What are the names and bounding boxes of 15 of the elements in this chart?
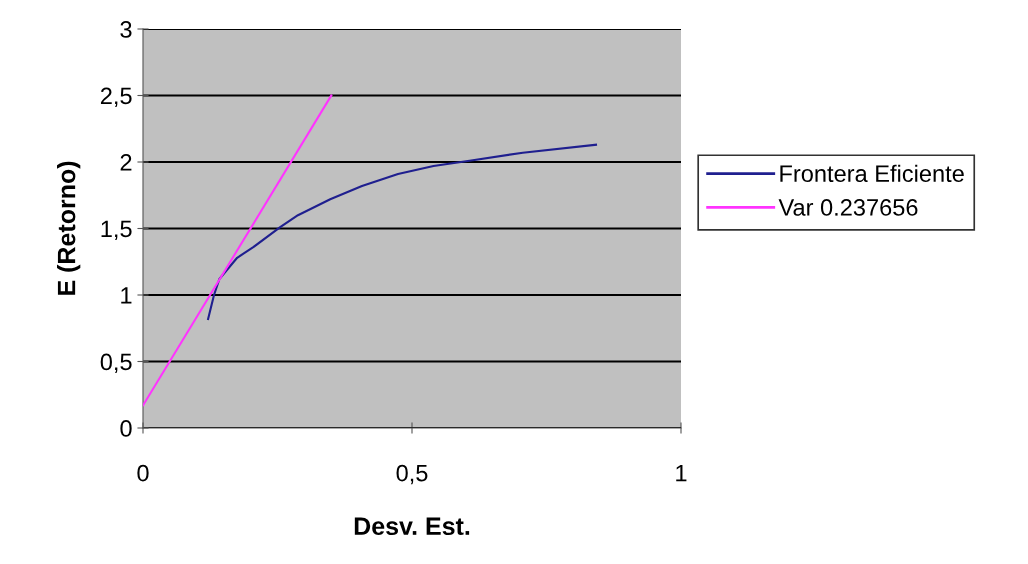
y-axis-title: E (Retorno) (57, 161, 81, 295)
y-tick-label: 1 (121, 287, 132, 304)
legend-label: Frontera Eficiente (780, 164, 964, 183)
y-tick-label: 2,5 (100, 87, 132, 108)
y-tick-label: 1,5 (101, 220, 132, 241)
y-tick-label: 0,5 (100, 353, 132, 374)
line-series (207, 143, 598, 320)
y-tick-label: 2 (120, 154, 132, 171)
y-tick-label: 0 (120, 420, 132, 437)
y-tick-label: 3 (120, 21, 132, 38)
x-tick-label: 0,5 (396, 464, 428, 485)
x-tick-label: 1 (676, 464, 687, 482)
x-tick-label: 0 (137, 464, 149, 482)
x-axis-title: Desv. Est. (354, 517, 470, 536)
legend-label: Var 0.237656 (778, 199, 918, 216)
